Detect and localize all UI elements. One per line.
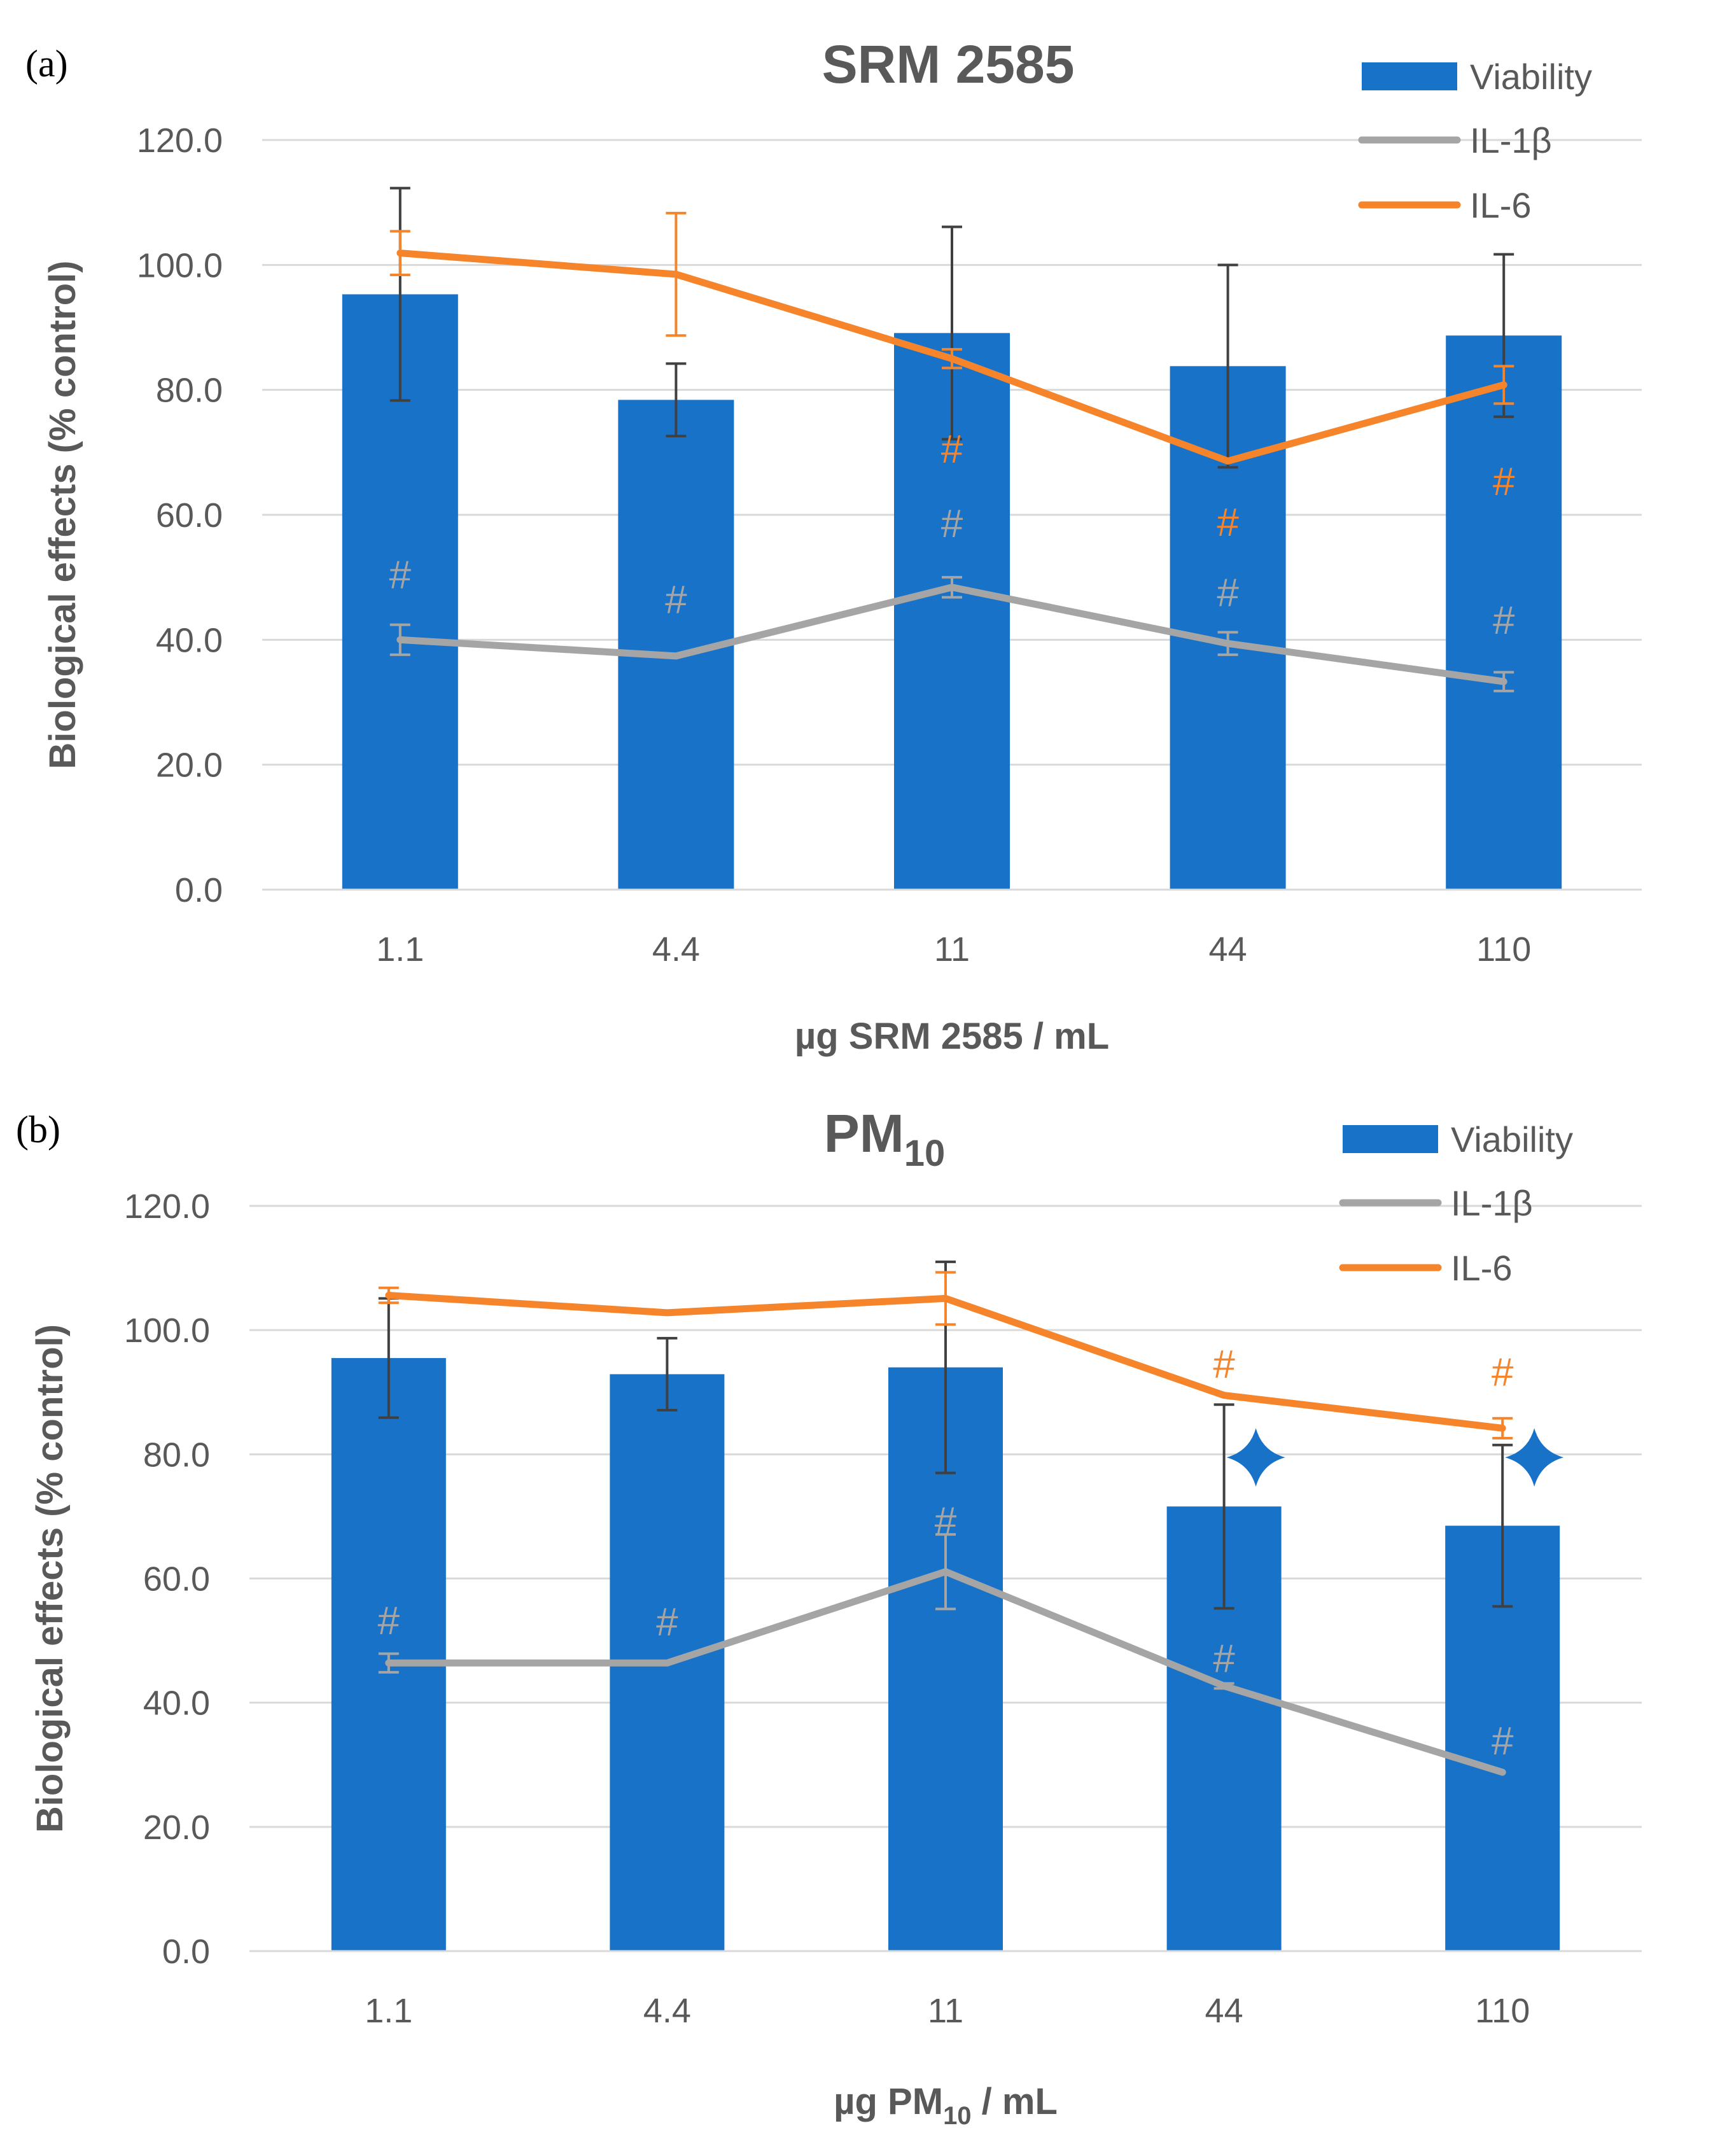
- y-tick-label: 80.0: [143, 1436, 210, 1474]
- point-il1b: [1227, 643, 1229, 645]
- x-tick-label: 1.1: [376, 930, 424, 969]
- significance-mark: #: [1493, 599, 1515, 643]
- y-tick-label: 0.0: [162, 1933, 210, 1971]
- x-tick-label: 11: [934, 930, 970, 969]
- x-tick-label: 44: [1205, 1992, 1243, 2030]
- point-il6: [1503, 384, 1505, 386]
- significance-mark: #: [1217, 571, 1239, 615]
- x-tick-label: 4.4: [643, 1992, 691, 2030]
- y-tick-label: 80.0: [156, 372, 223, 410]
- star-marker-icon: [1505, 1428, 1564, 1487]
- legend-label-il1b: IL-1β: [1451, 1183, 1533, 1223]
- chart-title: SRM 2585: [822, 34, 1075, 94]
- star-marker-icon: [1226, 1428, 1285, 1487]
- y-tick-label: 120.0: [137, 122, 223, 160]
- point-il1b: [388, 1662, 389, 1664]
- point-il1b: [1503, 681, 1505, 683]
- x-axis-title: µg PM10 / mL: [834, 2081, 1058, 2130]
- y-tick-label: 20.0: [156, 746, 223, 785]
- y-axis-title: Biological effects (% control): [29, 1324, 71, 1833]
- significance-mark: #: [1217, 501, 1239, 545]
- x-axis-title-main: µg PM: [834, 2081, 943, 2122]
- significance-mark: #: [941, 428, 963, 472]
- significance-mark: #: [665, 578, 687, 622]
- significance-mark: #: [1493, 460, 1515, 504]
- point-il6: [1223, 1394, 1225, 1396]
- y-tick-label: 40.0: [143, 1684, 210, 1723]
- significance-mark: #: [656, 1600, 678, 1644]
- legend-label-viability: Viability: [1451, 1119, 1573, 1159]
- chart-title-main: SRM 2585: [822, 34, 1075, 94]
- legend-swatch-viability: [1362, 62, 1457, 90]
- y-tick-label: 40.0: [156, 621, 223, 659]
- panel-label: (a): [25, 43, 68, 85]
- significance-mark: #: [941, 502, 963, 546]
- point-il6: [675, 274, 677, 276]
- y-tick-label: 100.0: [124, 1312, 210, 1350]
- x-tick-label: 110: [1476, 930, 1531, 969]
- x-tick-label: 110: [1475, 1992, 1530, 2030]
- y-tick-label: 20.0: [143, 1809, 210, 1847]
- point-il1b: [951, 586, 953, 588]
- chart-title-subscript: 10: [904, 1133, 946, 1174]
- point-il6: [951, 358, 953, 360]
- point-il6: [945, 1298, 946, 1299]
- point-il1b: [945, 1571, 946, 1572]
- y-tick-label: 0.0: [175, 871, 223, 909]
- bar-viability: [1446, 335, 1562, 890]
- y-axis-title: Biological effects (% control): [42, 260, 83, 769]
- x-axis-title-subscript: 10: [943, 2102, 972, 2130]
- point-il6: [1227, 460, 1229, 462]
- legend-label-il1b: IL-1β: [1470, 120, 1552, 160]
- chart-title: PM10: [824, 1103, 946, 1174]
- x-axis-title-tail: / mL: [972, 2081, 1058, 2122]
- y-tick-label: 120.0: [124, 1187, 210, 1226]
- legend-label-il6: IL-6: [1470, 185, 1532, 225]
- legend-swatch-viability: [1343, 1125, 1438, 1153]
- legend-label-viability: Viability: [1470, 57, 1592, 97]
- legend-label-il6: IL-6: [1451, 1248, 1513, 1288]
- significance-mark: #: [1213, 1637, 1235, 1681]
- point-il6: [388, 1294, 389, 1296]
- x-tick-label: 1.1: [365, 1992, 412, 2030]
- significance-mark: #: [389, 553, 412, 597]
- point-il6: [666, 1312, 668, 1313]
- significance-mark: #: [378, 1599, 400, 1643]
- y-tick-label: 60.0: [143, 1560, 210, 1599]
- y-tick-label: 100.0: [137, 246, 223, 284]
- point-il1b: [399, 639, 401, 641]
- x-tick-label: 11: [928, 1992, 963, 2030]
- significance-mark: #: [935, 1500, 957, 1544]
- point-il6: [1502, 1427, 1504, 1429]
- significance-mark: #: [1213, 1343, 1235, 1387]
- panel-label: (b): [16, 1109, 60, 1151]
- x-tick-label: 44: [1209, 930, 1247, 969]
- significance-mark: #: [1492, 1351, 1514, 1395]
- x-axis-title: µg SRM 2585 / mL: [795, 1016, 1109, 1057]
- x-tick-label: 4.4: [652, 930, 700, 969]
- point-il1b: [1223, 1685, 1225, 1687]
- point-il1b: [1502, 1771, 1504, 1773]
- point-il1b: [675, 655, 677, 657]
- chart-title-main: PM: [824, 1103, 904, 1163]
- y-tick-label: 60.0: [156, 496, 223, 535]
- point-il6: [399, 252, 401, 254]
- x-axis-title-main: µg SRM 2585 / mL: [795, 1016, 1109, 1057]
- panel-a: (a) SRM 2585 0.0 20.0 40.0 60.0 80.0 100.0 120.0…: [25, 34, 1642, 1057]
- significance-mark: #: [1492, 1719, 1514, 1763]
- point-il1b: [666, 1662, 668, 1664]
